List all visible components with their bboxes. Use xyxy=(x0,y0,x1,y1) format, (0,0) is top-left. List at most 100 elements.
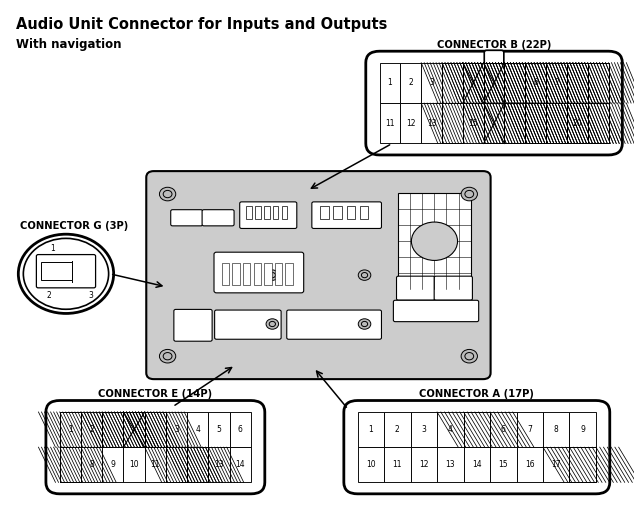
FancyBboxPatch shape xyxy=(36,255,95,288)
Bar xyxy=(504,63,525,103)
Bar xyxy=(243,263,250,285)
Text: 2: 2 xyxy=(89,425,94,434)
Text: With navigation: With navigation xyxy=(16,38,122,51)
Text: 11: 11 xyxy=(385,119,395,128)
Text: 13: 13 xyxy=(427,119,436,128)
Bar xyxy=(570,412,596,447)
Text: 3: 3 xyxy=(88,292,93,300)
Bar xyxy=(124,447,145,483)
Text: 16: 16 xyxy=(525,460,534,469)
Bar xyxy=(411,447,437,483)
Bar xyxy=(41,262,72,280)
Text: 10: 10 xyxy=(366,460,376,469)
Bar xyxy=(567,63,588,103)
Text: 20: 20 xyxy=(573,119,582,128)
Bar xyxy=(188,447,209,483)
FancyBboxPatch shape xyxy=(46,401,265,494)
FancyBboxPatch shape xyxy=(397,276,435,300)
Bar xyxy=(463,63,484,103)
Bar xyxy=(570,447,596,483)
Bar xyxy=(166,412,188,447)
Bar xyxy=(347,206,355,219)
Text: CONNECTOR B (22P): CONNECTOR B (22P) xyxy=(437,40,551,49)
Text: 7: 7 xyxy=(527,425,532,434)
Bar xyxy=(145,447,166,483)
Text: 13: 13 xyxy=(445,460,455,469)
Circle shape xyxy=(19,234,114,313)
Bar xyxy=(358,447,384,483)
Circle shape xyxy=(266,319,278,329)
Bar xyxy=(60,447,81,483)
FancyBboxPatch shape xyxy=(240,202,297,228)
Bar xyxy=(543,412,570,447)
Bar xyxy=(484,63,504,103)
Bar xyxy=(124,412,145,447)
Bar xyxy=(166,447,188,483)
Circle shape xyxy=(358,270,371,280)
Text: CONNECTOR G (3P): CONNECTOR G (3P) xyxy=(20,221,129,230)
Bar xyxy=(525,103,546,144)
Bar xyxy=(588,63,609,103)
Bar xyxy=(437,447,463,483)
Bar xyxy=(255,206,260,219)
Circle shape xyxy=(465,353,474,360)
FancyBboxPatch shape xyxy=(344,401,610,494)
Bar xyxy=(398,193,470,289)
Bar xyxy=(102,412,124,447)
Bar xyxy=(463,412,490,447)
Bar xyxy=(484,103,504,144)
Circle shape xyxy=(362,321,367,327)
Text: 9: 9 xyxy=(580,425,585,434)
Bar xyxy=(320,206,329,219)
Bar xyxy=(411,412,437,447)
Text: 12: 12 xyxy=(419,460,429,469)
Text: 13: 13 xyxy=(214,460,224,469)
FancyBboxPatch shape xyxy=(171,210,203,226)
Bar xyxy=(401,63,421,103)
Bar xyxy=(230,412,251,447)
Bar xyxy=(567,103,588,144)
Text: 1: 1 xyxy=(68,425,73,434)
Text: 4: 4 xyxy=(195,425,200,434)
Text: 9: 9 xyxy=(111,460,115,469)
Circle shape xyxy=(461,350,477,363)
Bar xyxy=(525,63,546,103)
Text: 10: 10 xyxy=(129,460,139,469)
Bar xyxy=(421,103,442,144)
Bar xyxy=(264,206,269,219)
Bar xyxy=(484,63,504,103)
Text: 11: 11 xyxy=(392,460,402,469)
Bar xyxy=(230,447,251,483)
Bar xyxy=(546,63,567,103)
Bar xyxy=(60,412,81,447)
Bar xyxy=(282,206,287,219)
Bar xyxy=(384,447,411,483)
Bar xyxy=(380,63,401,103)
Bar xyxy=(384,412,411,447)
Bar xyxy=(525,103,546,144)
Bar xyxy=(145,412,166,447)
Text: 5: 5 xyxy=(217,425,221,434)
Bar xyxy=(285,263,292,285)
Text: 3: 3 xyxy=(421,425,426,434)
Text: 4: 4 xyxy=(448,425,452,434)
Text: 15: 15 xyxy=(499,460,508,469)
Bar xyxy=(124,412,145,447)
Bar xyxy=(546,103,567,144)
Text: CONNECTOR A (17P): CONNECTOR A (17P) xyxy=(419,389,534,399)
Bar xyxy=(253,263,261,285)
Bar xyxy=(437,412,463,447)
Circle shape xyxy=(159,350,176,363)
Bar xyxy=(60,447,81,483)
Text: 8: 8 xyxy=(554,425,559,434)
Text: 7: 7 xyxy=(554,78,559,87)
Bar xyxy=(525,63,546,103)
Circle shape xyxy=(163,190,172,198)
Text: 6: 6 xyxy=(533,78,538,87)
FancyBboxPatch shape xyxy=(174,310,212,341)
Bar xyxy=(246,206,252,219)
FancyBboxPatch shape xyxy=(394,300,479,322)
Bar xyxy=(463,63,484,103)
Text: 8: 8 xyxy=(89,460,94,469)
Text: Audio Unit Connector for Inputs and Outputs: Audio Unit Connector for Inputs and Outp… xyxy=(16,17,387,32)
